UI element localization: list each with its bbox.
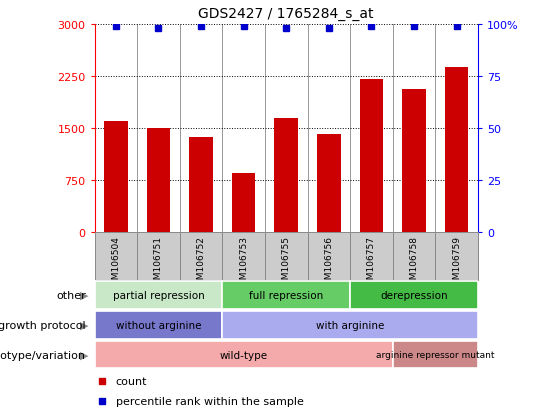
Bar xyxy=(393,233,435,280)
Bar xyxy=(360,80,383,233)
Text: arginine repressor mutant: arginine repressor mutant xyxy=(376,350,495,359)
Text: count: count xyxy=(116,376,147,386)
Bar xyxy=(402,89,426,233)
Text: percentile rank within the sample: percentile rank within the sample xyxy=(116,396,303,406)
Bar xyxy=(317,134,341,233)
Text: with arginine: with arginine xyxy=(316,320,384,330)
Text: GSM106753: GSM106753 xyxy=(239,235,248,290)
Bar xyxy=(190,137,213,233)
Text: genotype/variation: genotype/variation xyxy=(0,350,86,360)
Bar xyxy=(94,311,222,339)
Bar xyxy=(393,341,478,368)
Bar xyxy=(137,233,180,280)
Bar xyxy=(350,233,393,280)
Text: other: other xyxy=(56,290,86,300)
Text: GSM106756: GSM106756 xyxy=(325,235,333,290)
Bar xyxy=(222,311,478,339)
Bar xyxy=(147,129,170,233)
Text: ▶: ▶ xyxy=(79,320,88,330)
Bar xyxy=(232,174,255,233)
Text: partial repression: partial repression xyxy=(112,290,204,300)
Text: GSM106755: GSM106755 xyxy=(282,235,291,290)
Text: derepression: derepression xyxy=(380,290,448,300)
Bar xyxy=(274,119,298,233)
Bar xyxy=(307,233,350,280)
Text: ▶: ▶ xyxy=(79,290,88,300)
Text: GSM106752: GSM106752 xyxy=(197,235,206,290)
Bar xyxy=(445,68,468,233)
Text: GSM106758: GSM106758 xyxy=(409,235,418,290)
Text: GSM106504: GSM106504 xyxy=(111,235,120,290)
Text: full repression: full repression xyxy=(249,290,323,300)
Bar xyxy=(222,282,350,309)
Text: without arginine: without arginine xyxy=(116,320,201,330)
Text: GSM106751: GSM106751 xyxy=(154,235,163,290)
Bar xyxy=(94,233,137,280)
Bar xyxy=(104,122,127,233)
Bar xyxy=(94,341,393,368)
Text: growth protocol: growth protocol xyxy=(0,320,86,330)
Title: GDS2427 / 1765284_s_at: GDS2427 / 1765284_s_at xyxy=(199,7,374,21)
Bar xyxy=(222,233,265,280)
Bar xyxy=(265,233,307,280)
Text: GSM106757: GSM106757 xyxy=(367,235,376,290)
Bar xyxy=(435,233,478,280)
Text: GSM106759: GSM106759 xyxy=(452,235,461,290)
Bar xyxy=(180,233,222,280)
Bar xyxy=(94,282,222,309)
Bar xyxy=(350,282,478,309)
Text: ▶: ▶ xyxy=(79,350,88,360)
Text: wild-type: wild-type xyxy=(220,350,268,360)
